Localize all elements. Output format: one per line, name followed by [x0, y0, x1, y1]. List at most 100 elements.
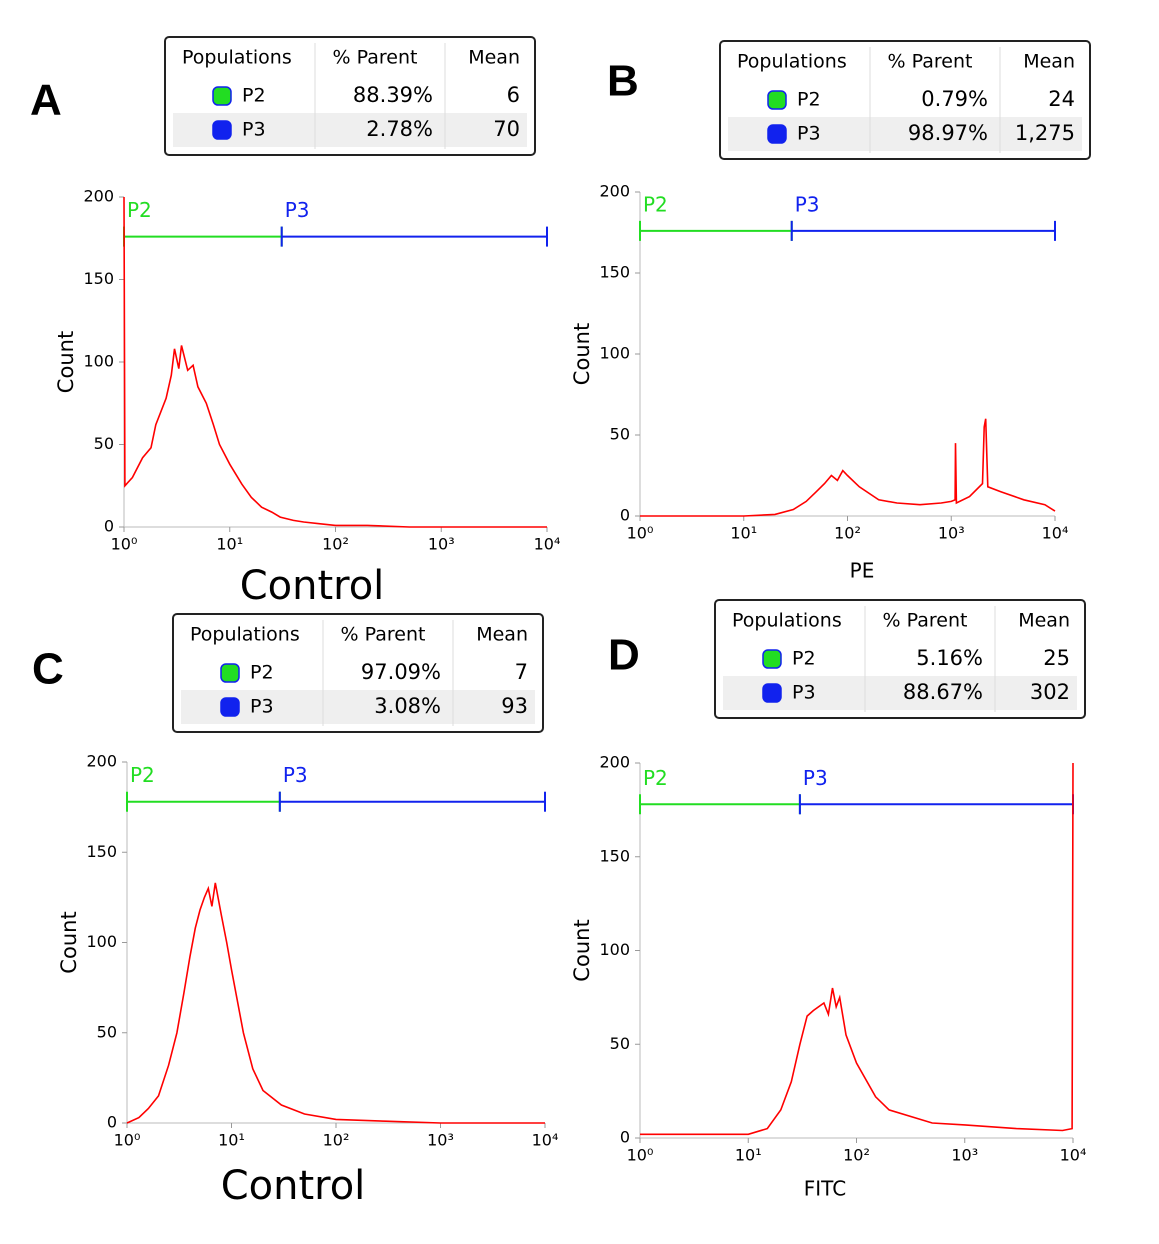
- population-name: P3: [250, 696, 274, 718]
- population-name: P2: [250, 662, 274, 684]
- population-name: P3: [792, 682, 816, 704]
- mean-value: 70: [493, 117, 520, 141]
- population-name: P3: [242, 119, 266, 141]
- population-swatch: [220, 697, 240, 717]
- panel-label: C: [32, 645, 64, 694]
- population-swatch: [767, 124, 787, 144]
- percent-parent: 0.79%: [921, 87, 988, 111]
- x-tick-label: 10⁴: [532, 1131, 559, 1150]
- gate-label: P3: [283, 763, 308, 787]
- y-tick-label: 150: [86, 842, 117, 861]
- x-tick-label: 10³: [427, 1131, 454, 1150]
- table-row-shade: [173, 113, 527, 147]
- x-tick-label: 10²: [322, 535, 349, 554]
- x-tick-label: 10⁰: [111, 535, 138, 554]
- y-tick-label: 50: [94, 434, 114, 453]
- x-axis-label: PE: [850, 559, 875, 583]
- table-header: % Parent: [333, 47, 418, 69]
- x-tick-label: 10³: [428, 535, 455, 554]
- table-header: Mean: [1023, 51, 1075, 73]
- x-tick-label: 10¹: [216, 535, 243, 554]
- y-tick-label: 50: [97, 1022, 117, 1041]
- y-tick-label: 200: [599, 753, 630, 772]
- y-axis-label: Count: [57, 911, 81, 973]
- population-name: P2: [242, 85, 266, 107]
- mean-value: 24: [1048, 87, 1075, 111]
- x-axis-label: Control: [221, 1163, 366, 1209]
- y-tick-label: 0: [104, 517, 114, 536]
- y-tick-label: 50: [610, 1034, 630, 1053]
- x-tick-label: 10⁴: [1042, 524, 1069, 543]
- y-tick-label: 100: [599, 344, 630, 363]
- gate-label: P3: [795, 192, 820, 216]
- table-header: Mean: [476, 624, 528, 646]
- percent-parent: 3.08%: [374, 694, 441, 718]
- gate-label: P2: [130, 763, 155, 787]
- x-axis-label: FITC: [804, 1177, 846, 1201]
- population-name: P2: [792, 648, 816, 670]
- y-tick-label: 150: [83, 269, 114, 288]
- gate-label: P2: [643, 766, 668, 790]
- percent-parent: 5.16%: [916, 646, 983, 670]
- histogram-line: [640, 418, 1056, 517]
- y-tick-label: 0: [107, 1113, 117, 1132]
- y-tick-label: 0: [620, 1128, 630, 1147]
- x-axis-label: Control: [240, 563, 385, 609]
- x-tick-label: 10⁴: [1060, 1146, 1087, 1165]
- mean-value: 25: [1043, 646, 1070, 670]
- x-tick-label: 10²: [323, 1131, 350, 1150]
- table-header: Populations: [737, 51, 847, 73]
- population-swatch: [212, 86, 232, 106]
- x-tick-label: 10⁰: [114, 1131, 141, 1150]
- x-tick-label: 10²: [834, 524, 861, 543]
- table-header: Populations: [732, 610, 842, 632]
- table-header: Populations: [182, 47, 292, 69]
- y-tick-label: 200: [83, 187, 114, 206]
- y-tick-label: 0: [620, 506, 630, 525]
- population-swatch: [762, 683, 782, 703]
- y-tick-label: 100: [83, 352, 114, 371]
- percent-parent: 97.09%: [361, 660, 441, 684]
- mean-value: 93: [501, 694, 528, 718]
- y-axis-label: Count: [54, 331, 78, 393]
- y-tick-label: 50: [610, 425, 630, 444]
- table-row-shade: [723, 676, 1077, 710]
- panel-label: A: [30, 76, 62, 125]
- x-tick-label: 10⁰: [627, 524, 654, 543]
- mean-value: 1,275: [1015, 121, 1075, 145]
- y-axis-label: Count: [570, 919, 594, 981]
- panel-label: B: [607, 57, 639, 106]
- y-tick-label: 200: [599, 182, 630, 201]
- y-tick-label: 100: [599, 940, 630, 959]
- table-row-shade: [181, 690, 535, 724]
- panel-label: D: [608, 631, 640, 680]
- histogram-line: [640, 762, 1074, 1136]
- histogram-line: [123, 196, 547, 528]
- y-tick-label: 150: [599, 263, 630, 282]
- gate-label: P3: [285, 198, 310, 222]
- percent-parent: 88.39%: [353, 83, 433, 107]
- x-tick-label: 10¹: [735, 1146, 762, 1165]
- x-tick-label: 10³: [951, 1146, 978, 1165]
- x-tick-label: 10⁰: [627, 1146, 654, 1165]
- mean-value: 6: [507, 83, 520, 107]
- percent-parent: 2.78%: [366, 117, 433, 141]
- table-header: % Parent: [341, 624, 426, 646]
- table-header: % Parent: [888, 51, 973, 73]
- mean-value: 7: [515, 660, 528, 684]
- y-tick-label: 150: [599, 846, 630, 865]
- table-header: Mean: [468, 47, 520, 69]
- gate-label: P2: [643, 192, 668, 216]
- x-tick-label: 10¹: [218, 1131, 245, 1150]
- population-swatch: [220, 663, 240, 683]
- y-tick-label: 200: [86, 752, 117, 771]
- x-tick-label: 10³: [938, 524, 965, 543]
- population-swatch: [767, 90, 787, 110]
- y-tick-label: 100: [86, 932, 117, 951]
- x-tick-label: 10²: [843, 1146, 870, 1165]
- table-row-shade: [728, 117, 1082, 151]
- gate-label: P2: [127, 198, 152, 222]
- table-header: % Parent: [883, 610, 968, 632]
- gate-label: P3: [803, 766, 828, 790]
